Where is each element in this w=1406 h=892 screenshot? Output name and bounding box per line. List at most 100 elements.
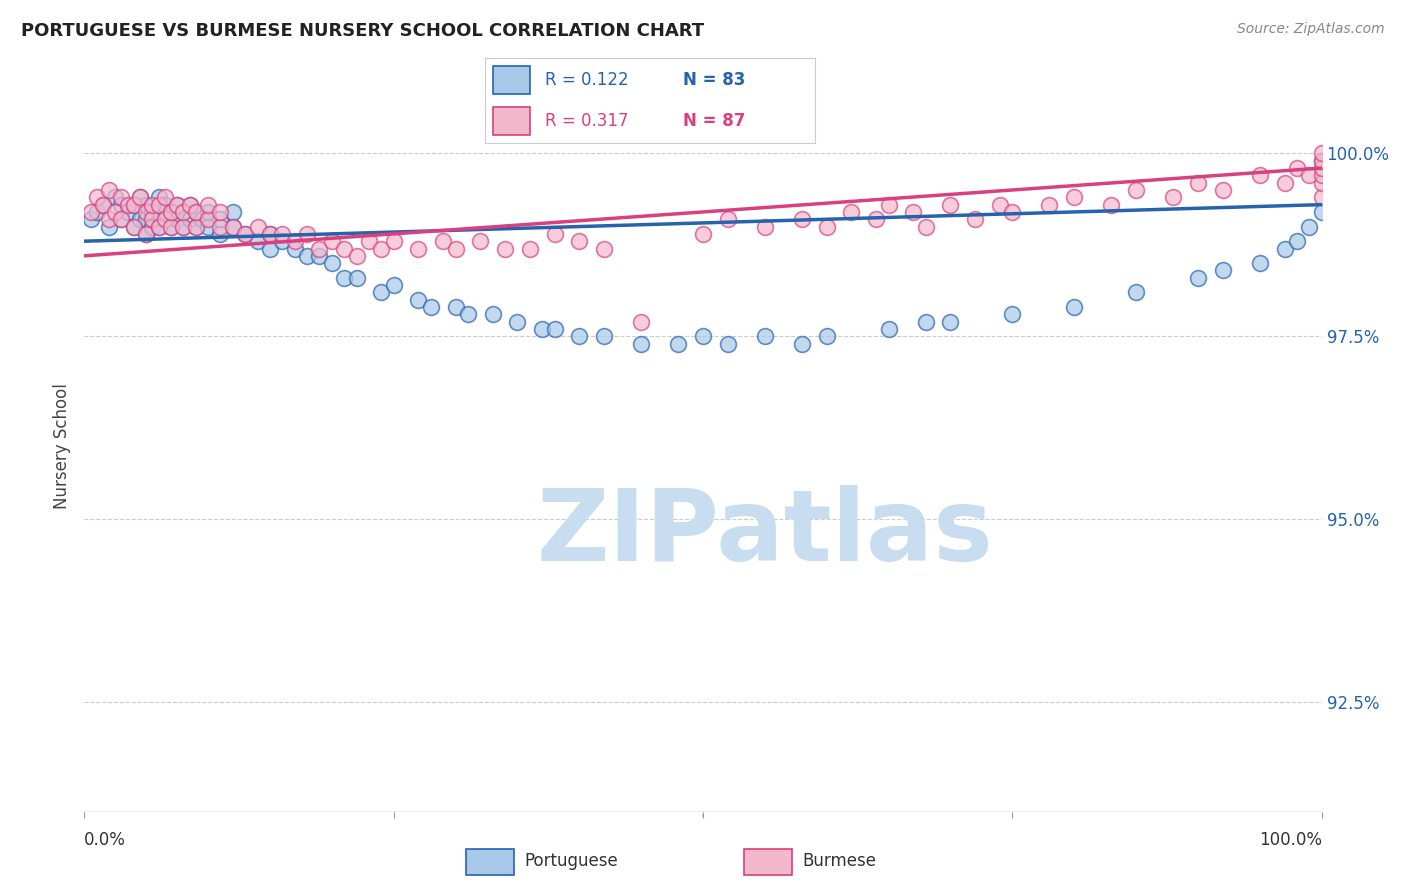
- Point: [432, 234, 454, 248]
- Point: [79, 212, 101, 227]
- Point: [233, 227, 256, 241]
- Point: [172, 205, 194, 219]
- Point: [630, 315, 652, 329]
- FancyBboxPatch shape: [744, 849, 792, 874]
- FancyBboxPatch shape: [465, 849, 515, 874]
- Point: [877, 322, 900, 336]
- Point: [815, 219, 838, 234]
- Point: [129, 212, 152, 227]
- Text: R = 0.317: R = 0.317: [544, 112, 628, 129]
- Point: [717, 336, 740, 351]
- Point: [148, 197, 170, 211]
- Point: [543, 227, 565, 241]
- Point: [191, 212, 214, 227]
- Point: [135, 227, 157, 241]
- FancyBboxPatch shape: [494, 66, 530, 94]
- Point: [141, 197, 163, 211]
- Point: [153, 197, 176, 211]
- Point: [295, 227, 318, 241]
- Point: [1125, 183, 1147, 197]
- Point: [172, 205, 194, 219]
- Point: [444, 242, 467, 256]
- Point: [197, 219, 219, 234]
- Point: [184, 219, 207, 234]
- Point: [160, 219, 183, 234]
- Point: [593, 242, 616, 256]
- Point: [1310, 146, 1333, 161]
- Text: R = 0.122: R = 0.122: [544, 71, 628, 89]
- Point: [79, 205, 101, 219]
- Point: [965, 212, 987, 227]
- Point: [122, 197, 145, 211]
- Point: [370, 285, 392, 300]
- Point: [877, 197, 900, 211]
- FancyBboxPatch shape: [494, 107, 530, 135]
- Point: [903, 205, 925, 219]
- Point: [666, 336, 689, 351]
- Point: [148, 219, 170, 234]
- Point: [122, 219, 145, 234]
- Point: [166, 197, 188, 211]
- Point: [754, 329, 776, 343]
- Point: [91, 197, 114, 211]
- Point: [1161, 190, 1184, 204]
- Point: [122, 219, 145, 234]
- Point: [543, 322, 565, 336]
- Point: [104, 190, 127, 204]
- Point: [333, 242, 356, 256]
- Point: [1187, 176, 1209, 190]
- Point: [568, 329, 591, 343]
- Point: [1285, 234, 1308, 248]
- Point: [1285, 161, 1308, 175]
- Point: [419, 300, 441, 314]
- Point: [91, 197, 114, 211]
- Point: [184, 219, 207, 234]
- Point: [1274, 176, 1296, 190]
- Point: [259, 227, 281, 241]
- Point: [110, 197, 132, 211]
- Point: [815, 329, 838, 343]
- Point: [988, 197, 1011, 211]
- Point: [179, 212, 201, 227]
- Point: [86, 205, 108, 219]
- Point: [246, 219, 269, 234]
- Point: [209, 219, 232, 234]
- Point: [197, 205, 219, 219]
- Text: Source: ZipAtlas.com: Source: ZipAtlas.com: [1237, 22, 1385, 37]
- Point: [408, 293, 430, 307]
- Point: [246, 234, 269, 248]
- Point: [630, 336, 652, 351]
- Point: [470, 234, 492, 248]
- Text: Burmese: Burmese: [803, 852, 876, 870]
- Point: [790, 212, 813, 227]
- Point: [1212, 263, 1234, 277]
- Point: [86, 190, 108, 204]
- Point: [179, 197, 201, 211]
- Point: [135, 197, 157, 211]
- Text: Portuguese: Portuguese: [524, 852, 619, 870]
- Text: N = 83: N = 83: [683, 71, 745, 89]
- Point: [593, 329, 616, 343]
- Point: [284, 242, 307, 256]
- Point: [135, 205, 157, 219]
- Point: [153, 190, 176, 204]
- Point: [222, 219, 245, 234]
- Point: [117, 197, 139, 211]
- Point: [1310, 205, 1333, 219]
- Point: [135, 212, 157, 227]
- Point: [1001, 205, 1024, 219]
- Point: [104, 205, 127, 219]
- Point: [160, 219, 183, 234]
- Point: [209, 212, 232, 227]
- Point: [209, 227, 232, 241]
- Point: [1249, 256, 1271, 270]
- Point: [148, 219, 170, 234]
- Point: [568, 234, 591, 248]
- Point: [197, 197, 219, 211]
- Point: [692, 329, 714, 343]
- Point: [172, 219, 194, 234]
- Point: [148, 205, 170, 219]
- Point: [172, 219, 194, 234]
- Point: [271, 234, 294, 248]
- Point: [233, 227, 256, 241]
